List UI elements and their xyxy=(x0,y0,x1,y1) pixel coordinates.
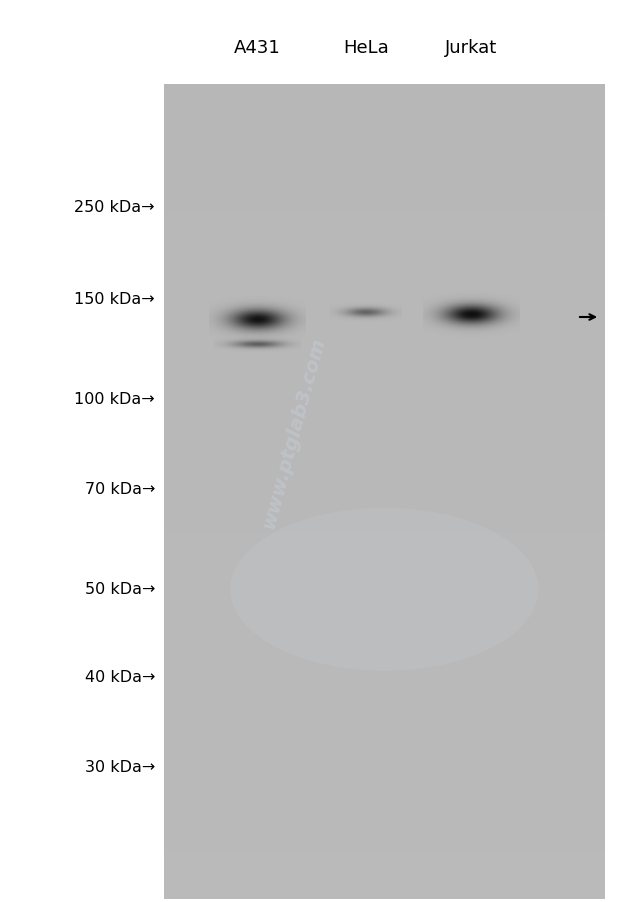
Text: HeLa: HeLa xyxy=(343,39,389,57)
Text: www.ptglab3.com: www.ptglab3.com xyxy=(259,336,328,530)
Text: Jurkat: Jurkat xyxy=(445,39,497,57)
Text: A431: A431 xyxy=(234,39,281,57)
Ellipse shape xyxy=(231,508,538,671)
Text: 100 kDa→: 100 kDa→ xyxy=(74,392,155,407)
Text: 250 kDa→: 250 kDa→ xyxy=(74,200,155,216)
Text: 70 kDa→: 70 kDa→ xyxy=(84,482,155,497)
Text: 50 kDa→: 50 kDa→ xyxy=(84,582,155,597)
Text: 40 kDa→: 40 kDa→ xyxy=(84,670,155,685)
Text: 150 kDa→: 150 kDa→ xyxy=(74,292,155,308)
Text: 30 kDa→: 30 kDa→ xyxy=(85,759,155,775)
